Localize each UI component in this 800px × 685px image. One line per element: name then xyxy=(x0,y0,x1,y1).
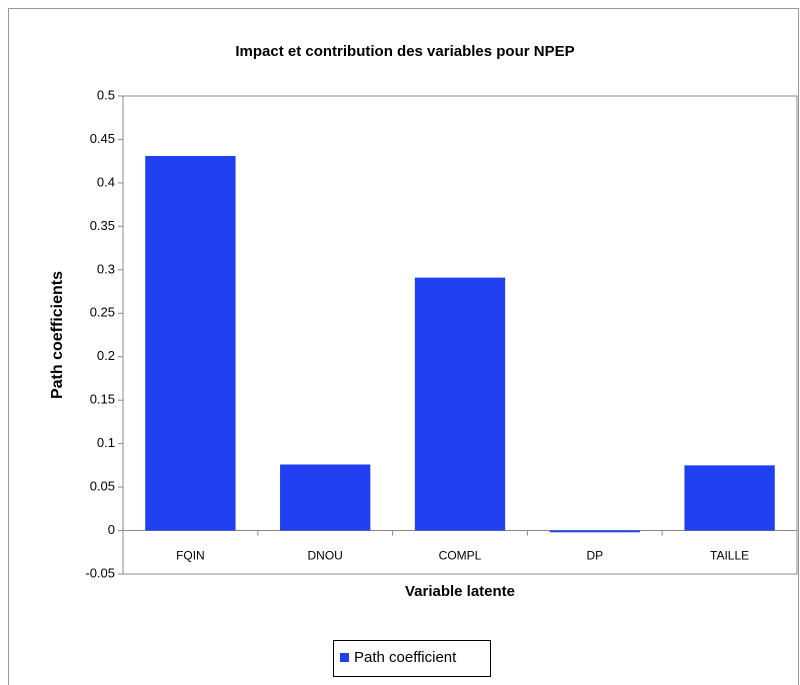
y-tick-label: 0.05 xyxy=(90,479,115,494)
y-tick-label: 0.5 xyxy=(97,87,115,102)
y-tick-label: 0.35 xyxy=(90,218,115,233)
y-tick-label: 0.45 xyxy=(90,131,115,146)
legend-box xyxy=(333,640,491,677)
legend-swatch xyxy=(340,653,349,662)
y-tick-label: 0.1 xyxy=(97,435,115,450)
x-tick-label: FQIN xyxy=(176,549,205,563)
x-tick-label: TAILLE xyxy=(710,549,749,563)
y-tick-label: 0.2 xyxy=(97,348,115,363)
x-tick-label: DNOU xyxy=(308,549,343,563)
x-tick-label: DP xyxy=(586,549,603,563)
x-tick-label: COMPL xyxy=(439,549,482,563)
chart-frame xyxy=(8,8,799,685)
chart-title: Impact et contribution des variables pou… xyxy=(235,43,574,60)
bar xyxy=(549,530,640,533)
y-tick-label: 0.3 xyxy=(97,261,115,276)
legend-label: Path coefficient xyxy=(354,649,457,666)
y-tick-label: 0.15 xyxy=(90,392,115,407)
y-tick-label: 0.25 xyxy=(90,305,115,320)
plot-area xyxy=(122,95,798,575)
y-tick-label: 0 xyxy=(108,522,115,537)
y-axis-label: Path coefficients xyxy=(49,271,66,399)
y-tick-label: 0.4 xyxy=(97,174,115,189)
bar xyxy=(414,277,506,531)
bar xyxy=(684,465,775,531)
x-axis-label: Variable latente xyxy=(405,583,515,600)
bar xyxy=(145,155,236,531)
y-tick-label: -0.05 xyxy=(85,565,115,580)
bar xyxy=(280,464,371,531)
